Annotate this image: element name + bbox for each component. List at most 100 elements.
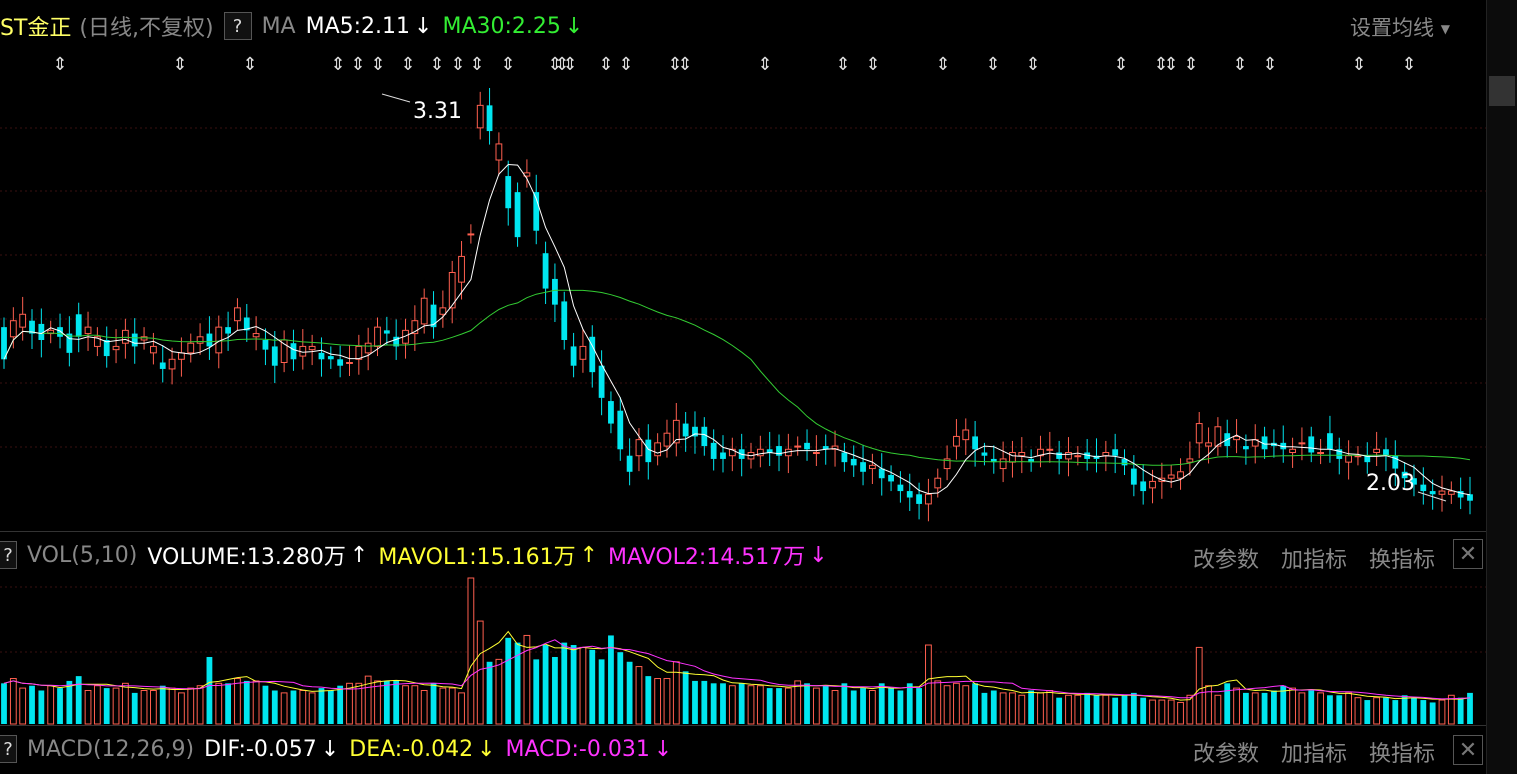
volume-bar: [672, 661, 680, 725]
low-label: 2.03: [1366, 471, 1415, 496]
volume-bar: [812, 687, 820, 725]
event-marker-icon: ⇕: [52, 54, 67, 75]
candle-body: [1018, 452, 1026, 457]
event-marker-icon: ⇕: [1232, 54, 1247, 75]
candle-body: [271, 346, 278, 366]
candle-body: [728, 448, 736, 457]
volume-bar: [1065, 694, 1072, 725]
candle-body: [692, 426, 698, 437]
candle-body: [756, 448, 764, 457]
volume-bar: [570, 645, 577, 724]
volume-bar: [822, 685, 829, 724]
vertical-scrollbar[interactable]: [1486, 0, 1517, 774]
volume-bar: [579, 646, 587, 725]
macd-close-icon[interactable]: ✕: [1453, 735, 1483, 765]
volume-bar: [29, 685, 35, 724]
event-marker-icon: ⇕: [547, 54, 562, 75]
volume-bar: [608, 635, 614, 724]
event-marker-icon: ⇕: [350, 54, 365, 75]
volume-bar: [1457, 697, 1464, 724]
volume-bar: [280, 692, 288, 725]
volume-bar: [1, 683, 7, 724]
volume-bar: [383, 680, 390, 724]
candle-body: [552, 278, 558, 305]
volume-bar: [1112, 697, 1119, 724]
volume-bar: [1121, 695, 1128, 724]
event-marker-icon: ⇕: [598, 54, 613, 75]
vol-help-button[interactable]: ?: [0, 541, 17, 569]
event-marker-icon: ⇕: [469, 54, 484, 75]
candle-body: [1420, 484, 1427, 492]
vol-panel-buttons: 改参数 加指标 换指标: [1193, 542, 1435, 574]
price-annotations: 3.31 2.03: [381, 93, 1447, 502]
volume-bar: [486, 661, 493, 724]
volume-bar: [888, 688, 894, 724]
candle-body: [1411, 478, 1417, 485]
volume-bar: [1327, 695, 1333, 724]
candle-body: [308, 345, 316, 351]
volume-bar: [1467, 692, 1473, 724]
volume-bar: [598, 659, 605, 724]
candle-body: [206, 333, 213, 347]
volume-bar: [66, 680, 73, 724]
candle-body: [448, 272, 456, 309]
macd-switch-indicator-button[interactable]: 换指标: [1368, 742, 1435, 767]
candle-body: [850, 458, 857, 466]
mavol2-line: [3, 639, 1471, 700]
candle-body: [486, 105, 493, 132]
candle-body: [1261, 436, 1268, 450]
event-marker-icon: ⇕: [242, 54, 257, 75]
candle-body: [66, 333, 73, 353]
vol-change-params-button[interactable]: 改参数: [1192, 548, 1259, 573]
candle-body: [1177, 471, 1184, 479]
candle-body: [804, 442, 810, 450]
candle-body: [589, 336, 596, 373]
volume-bar: [1364, 700, 1371, 724]
candle-body: [476, 104, 484, 129]
vol-close-icon[interactable]: ✕: [1453, 539, 1483, 569]
mavol1-line: [3, 630, 1471, 701]
price-chart[interactable]: ⇕ ⇕ ⇕ ⇕ ⇕ ⇕ ⇕ ⇕ ⇕ ⇕ ⇕ ⇕⇕⇕ ⇕ ⇕ ⇕⇕ ⇕ ⇕ ⇕ ⇕ ⇕ ⇕ ⇕ ⇕⇕ ⇕ ⇕ ⇕ ⇕ ⇕ 3.31 2.…: [0, 0, 1486, 774]
volume-bar: [1074, 694, 1082, 725]
volume-bar: [505, 637, 512, 724]
vol-switch-indicator-button[interactable]: 换指标: [1368, 548, 1435, 573]
divider-vol-macd: [0, 725, 1486, 726]
vol-indicator-label: VOL(5,10): [27, 542, 138, 568]
candle-body: [1112, 449, 1119, 456]
volume-bar: [168, 687, 176, 725]
candle-body: [1037, 448, 1044, 457]
candle-body: [1130, 468, 1137, 485]
candle-body: [112, 345, 120, 351]
candle-body: [9, 320, 17, 338]
volume-bar: [1130, 692, 1137, 724]
volume-bar: [654, 678, 662, 725]
settings-ma-button[interactable]: 设置均线 ▼: [1350, 12, 1450, 42]
candle-body: [196, 336, 204, 344]
candle-body: [290, 343, 297, 360]
candle-body: [495, 143, 503, 161]
vol-add-indicator-button[interactable]: 加指标: [1280, 548, 1347, 573]
volume-bar: [860, 688, 866, 724]
low-arrow: [1417, 491, 1447, 502]
scrollbar-thumb[interactable]: [1489, 76, 1515, 106]
macd-change-params-button[interactable]: 改参数: [1192, 742, 1259, 767]
macd-add-indicator-button[interactable]: 加指标: [1280, 742, 1347, 767]
volume-bar: [1298, 692, 1306, 725]
candle-body: [972, 436, 979, 450]
candle-body: [1327, 433, 1333, 450]
event-marker-icon: ⇕: [172, 54, 187, 75]
volume-bar: [784, 687, 792, 725]
volume-bar: [1046, 689, 1054, 725]
candle-body: [943, 458, 951, 470]
ma-label: MA: [261, 13, 296, 39]
candle-body: [168, 358, 176, 370]
volume-bar: [1167, 699, 1175, 725]
volume-bar: [1383, 697, 1389, 724]
event-marker-icon: ⇕: [554, 54, 569, 75]
volume-bar: [103, 688, 110, 724]
help-button[interactable]: ?: [223, 12, 252, 40]
mavol2-arrow: ↓: [809, 542, 828, 568]
volume-bar: [981, 692, 988, 724]
macd-help-button[interactable]: ?: [0, 735, 17, 763]
volume-bar: [1028, 690, 1035, 724]
